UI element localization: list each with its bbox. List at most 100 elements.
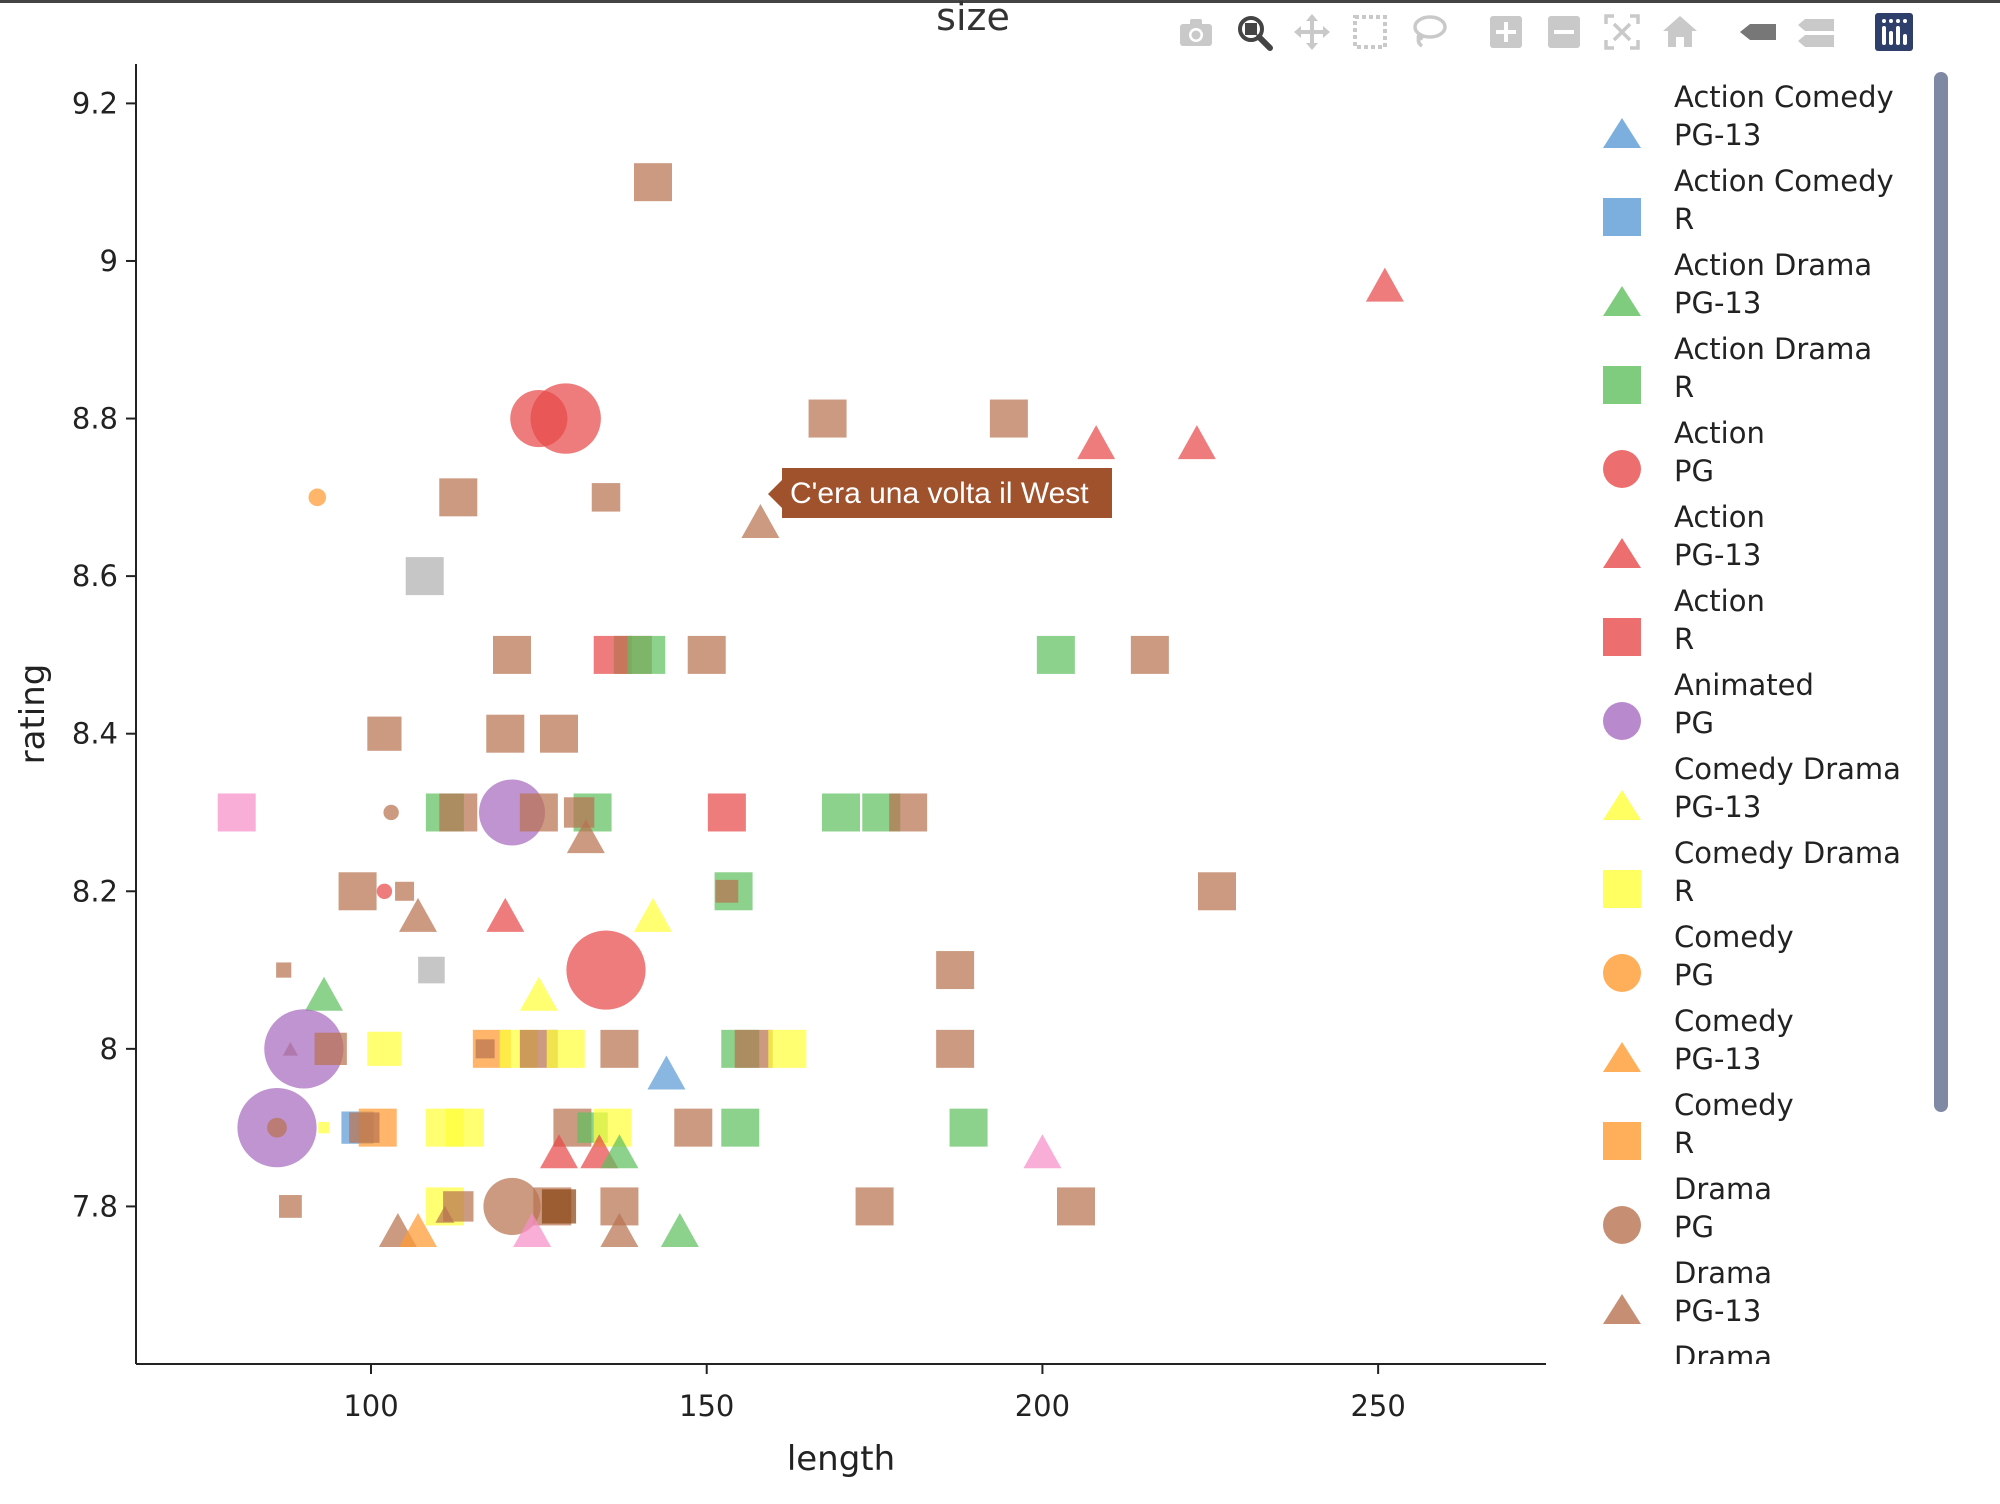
scatter-point[interactable]	[660, 1213, 699, 1248]
scatter-point[interactable]	[399, 1213, 437, 1248]
scatter-point[interactable]	[715, 879, 739, 903]
scatter-point[interactable]	[513, 1213, 552, 1248]
camera-icon[interactable]	[1172, 8, 1220, 56]
legend-item[interactable]: Drama PG	[1590, 1170, 1910, 1254]
legend-item[interactable]: Action R	[1590, 582, 1910, 666]
scatter-point[interactable]	[634, 897, 672, 932]
scatter-point[interactable]	[264, 1009, 344, 1089]
legend-item[interactable]: Animated PG	[1590, 666, 1910, 750]
scatter-point[interactable]	[822, 793, 860, 832]
scatter-point[interactable]	[1057, 1187, 1095, 1226]
scatter-point[interactable]	[889, 793, 928, 832]
scatter-point[interactable]	[349, 1112, 380, 1143]
scatter-point[interactable]	[949, 1108, 988, 1147]
autoscale-icon[interactable]	[1598, 8, 1646, 56]
legend-item[interactable]: Comedy Drama PG-13	[1590, 750, 1910, 834]
legend-item[interactable]: Action PG-13	[1590, 498, 1910, 582]
scatter-point[interactable]	[540, 1134, 578, 1169]
scatter-point[interactable]	[674, 1108, 713, 1147]
scatter-point[interactable]	[647, 1055, 686, 1090]
scatter-point[interactable]	[707, 793, 746, 832]
scatter-point[interactable]	[600, 1134, 639, 1169]
scatter-point[interactable]	[634, 163, 672, 202]
hover-closest-icon[interactable]	[1734, 8, 1782, 56]
scatter-point[interactable]	[383, 804, 399, 821]
pan-icon[interactable]	[1288, 8, 1336, 56]
scatter-point[interactable]	[439, 478, 478, 517]
legend-item[interactable]: Action Comedy PG-13	[1590, 78, 1910, 162]
scatter-point[interactable]	[439, 793, 478, 832]
scatter-point[interactable]	[734, 1029, 773, 1068]
scatter-point[interactable]	[308, 488, 327, 507]
scatter-point[interactable]	[566, 930, 646, 1010]
scatter-point[interactable]	[530, 383, 601, 454]
plotly-logo-icon[interactable]	[1870, 8, 1918, 56]
scatter-point[interactable]	[808, 399, 847, 438]
zoom-out-icon[interactable]	[1540, 8, 1588, 56]
scatter-point[interactable]	[486, 714, 525, 753]
scatter-point[interactable]	[493, 635, 531, 674]
scatter-point[interactable]	[318, 1121, 330, 1134]
zoom-in-icon[interactable]	[1482, 8, 1530, 56]
scatter-point[interactable]	[936, 1029, 975, 1068]
legend-item[interactable]: Action Drama R	[1590, 330, 1910, 414]
legend-item[interactable]: Comedy PG	[1590, 918, 1910, 1002]
scatter-point[interactable]	[1036, 635, 1075, 674]
scatter-point[interactable]	[540, 714, 578, 753]
scatter-point[interactable]	[519, 793, 558, 832]
scatter-point[interactable]	[768, 1029, 807, 1068]
scatter-point[interactable]	[267, 1117, 287, 1138]
scatter-point[interactable]	[541, 1189, 577, 1224]
legend-item[interactable]: Comedy PG-13	[1590, 1002, 1910, 1086]
scatter-point[interactable]	[435, 1205, 455, 1223]
scatter-point[interactable]	[600, 1213, 639, 1248]
scatter-point[interactable]	[486, 897, 525, 932]
lasso-select-icon[interactable]	[1404, 8, 1452, 56]
scatter-point[interactable]	[367, 716, 402, 751]
legend-scrollbar[interactable]	[1934, 72, 1948, 1112]
scatter-point[interactable]	[418, 956, 445, 984]
legend-item[interactable]: Action Comedy R	[1590, 162, 1910, 246]
legend-item[interactable]: Drama PG-13	[1590, 1254, 1910, 1338]
scatter-point[interactable]	[395, 881, 415, 901]
hover-compare-icon[interactable]	[1792, 8, 1840, 56]
scatter-point[interactable]	[741, 503, 780, 538]
legend-item[interactable]: Drama	[1590, 1338, 1910, 1364]
box-select-icon[interactable]	[1346, 8, 1394, 56]
legend-item[interactable]: Action PG	[1590, 414, 1910, 498]
scatter-point[interactable]	[1023, 1134, 1062, 1169]
scatter-point[interactable]	[563, 797, 595, 828]
scatter-point[interactable]	[475, 1039, 495, 1059]
scatter-point[interactable]	[279, 1195, 302, 1218]
scatter-point[interactable]	[483, 1177, 541, 1236]
scatter-point[interactable]	[217, 793, 256, 832]
scatter-point[interactable]	[367, 1031, 402, 1066]
legend-item[interactable]: Comedy Drama R	[1590, 834, 1910, 918]
scatter-point[interactable]	[936, 951, 975, 990]
scatter-point[interactable]	[600, 1029, 639, 1068]
scatter-point[interactable]	[687, 635, 726, 674]
scatter-point[interactable]	[989, 399, 1028, 438]
scatter-point[interactable]	[1198, 872, 1236, 911]
scatter-point[interactable]	[1077, 425, 1116, 460]
scatter-point[interactable]	[399, 897, 437, 932]
scatter-point[interactable]	[338, 872, 377, 911]
scatter-point[interactable]	[305, 976, 343, 1011]
scatter-point[interactable]	[721, 1108, 760, 1147]
scatter-point[interactable]	[376, 883, 393, 899]
zoom-icon[interactable]	[1230, 8, 1278, 56]
scatter-point[interactable]	[855, 1187, 894, 1226]
scatter-point[interactable]	[314, 1032, 347, 1065]
scatter-point[interactable]	[591, 483, 621, 512]
scatter-point[interactable]	[446, 1108, 484, 1147]
reset-axes-icon[interactable]	[1656, 8, 1704, 56]
scatter-point[interactable]	[566, 819, 605, 854]
scatter-point[interactable]	[405, 557, 444, 596]
scatter-point[interactable]	[1130, 635, 1169, 674]
legend-item[interactable]: Comedy R	[1590, 1086, 1910, 1170]
legend-item[interactable]: Action Drama PG-13	[1590, 246, 1910, 330]
scatter-point[interactable]	[276, 962, 292, 978]
scatter-point[interactable]	[1365, 267, 1404, 302]
scatter-point[interactable]	[519, 976, 558, 1011]
